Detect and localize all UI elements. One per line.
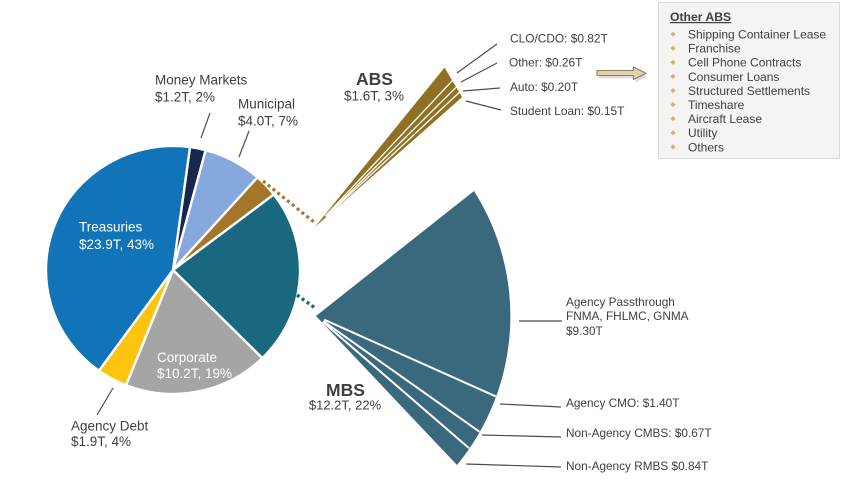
svg-text:Agency Debt: Agency Debt	[71, 419, 149, 434]
svg-text:$9.30T: $9.30T	[566, 324, 603, 338]
svg-text:Cell Phone Contracts: Cell Phone Contracts	[688, 56, 801, 70]
svg-text:FNMA, FHLMC, GNMA: FNMA, FHLMC, GNMA	[566, 309, 689, 323]
svg-text:$1.6T, 3%: $1.6T, 3%	[344, 89, 404, 104]
svg-text:$4.0T, 7%: $4.0T, 7%	[238, 114, 298, 129]
svg-text:Non-Agency RMBS $0.84T: Non-Agency RMBS $0.84T	[566, 459, 708, 473]
svg-text:Auto: $0.20T: Auto: $0.20T	[510, 80, 578, 94]
svg-text:Non-Agency CMBS: $0.67T: Non-Agency CMBS: $0.67T	[566, 426, 712, 440]
svg-text:Corporate: Corporate	[157, 350, 217, 365]
svg-text:Utility: Utility	[688, 126, 717, 140]
svg-text:Student Loan: $0.15T: Student Loan: $0.15T	[510, 104, 624, 118]
svg-text:Money Markets: Money Markets	[155, 73, 248, 88]
svg-text:Agency Passthrough: Agency Passthrough	[566, 295, 675, 309]
svg-text:Agency CMO: $1.40T: Agency CMO: $1.40T	[566, 396, 679, 410]
svg-text:Municipal: Municipal	[238, 97, 295, 112]
svg-text:MBS: MBS	[326, 380, 365, 400]
svg-text:$10.2T, 19%: $10.2T, 19%	[157, 366, 232, 381]
svg-text:ABS: ABS	[356, 69, 393, 89]
svg-text:Treasuries: Treasuries	[79, 220, 143, 235]
svg-text:Others: Others	[688, 140, 724, 154]
svg-text:Other: $0.26T: Other: $0.26T	[509, 56, 582, 70]
svg-text:Consumer Loans: Consumer Loans	[688, 70, 779, 84]
svg-text:Shipping Container Lease: Shipping Container Lease	[688, 28, 826, 42]
svg-text:Structured Settlements: Structured Settlements	[688, 84, 810, 98]
svg-text:Other ABS: Other ABS	[670, 10, 731, 24]
svg-text:Aircraft Lease: Aircraft Lease	[688, 112, 762, 126]
svg-text:Timeshare: Timeshare	[688, 98, 745, 112]
svg-text:Franchise: Franchise	[688, 42, 741, 56]
svg-text:$23.9T, 43%: $23.9T, 43%	[79, 237, 154, 252]
svg-text:$1.9T, 4%: $1.9T, 4%	[71, 434, 131, 449]
svg-text:$12.2T, 22%: $12.2T, 22%	[309, 398, 382, 413]
svg-text:$1.2T, 2%: $1.2T, 2%	[155, 90, 215, 105]
svg-text:CLO/CDO: $0.82T: CLO/CDO: $0.82T	[510, 32, 608, 46]
